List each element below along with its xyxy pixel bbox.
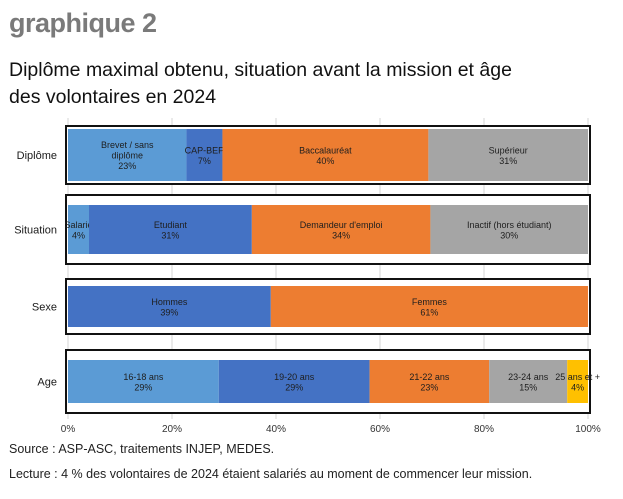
segment-label: Femmes: [412, 297, 448, 307]
segment-label: Demandeur d'emploi: [300, 220, 383, 230]
bar-segment: [222, 129, 429, 181]
data-label: 61%: [420, 307, 438, 317]
x-axis-ticks: 0% 20% 40% 60% 80% 100%: [61, 424, 601, 435]
segment-label: Hommes: [151, 297, 188, 307]
segment-label: 25 ans et +: [555, 372, 600, 382]
data-label: 34%: [332, 230, 350, 240]
data-label: 29%: [134, 382, 152, 392]
bar-segment: [68, 205, 90, 254]
segment-label: diplôme: [111, 151, 143, 161]
segment-label: Baccalauréat: [299, 145, 352, 155]
segment-label: CAP-BEP: [185, 145, 225, 155]
data-label: 30%: [500, 230, 518, 240]
data-label: 23%: [118, 161, 136, 171]
data-label: 39%: [160, 307, 178, 317]
x-tick-label: 40%: [266, 424, 286, 435]
graph-number: graphique 2: [9, 8, 157, 38]
segment-label: 19-20 ans: [274, 372, 315, 382]
data-label: 31%: [161, 230, 179, 240]
bar-segment: [68, 360, 219, 403]
x-tick-label: 100%: [575, 424, 601, 435]
data-label: 40%: [316, 156, 334, 166]
segment-label: 16-18 ans: [123, 372, 164, 382]
bar-segment: [489, 360, 568, 403]
category-label: Age: [37, 377, 57, 389]
category-label: Sexe: [32, 302, 57, 314]
bar-segment: [68, 129, 187, 181]
segment-label: 23-24 ans: [508, 372, 549, 382]
data-label: 4%: [571, 382, 584, 392]
chart-title-line-2: des volontaires en 2024: [9, 86, 217, 108]
x-tick-label: 60%: [370, 424, 390, 435]
segment-label: Brevet / sans: [101, 140, 154, 150]
bar-segment: [430, 205, 588, 254]
segment-label: Etudiant: [154, 220, 188, 230]
data-label: 29%: [285, 382, 303, 392]
bar-segment: [567, 360, 588, 403]
x-tick-label: 80%: [474, 424, 494, 435]
x-tick-label: 0%: [61, 424, 76, 435]
category-label: Diplôme: [17, 150, 57, 162]
segment-label: Salarié: [64, 220, 92, 230]
data-label: 4%: [72, 230, 85, 240]
segment-label: 21-22 ans: [409, 372, 450, 382]
bar-segment: [428, 129, 588, 181]
data-label: 23%: [420, 382, 438, 392]
chart-title-line-1: Diplôme maximal obtenu, situation avant …: [9, 59, 512, 81]
segment-label: Supérieur: [489, 145, 528, 155]
segment-label: Inactif (hors étudiant): [467, 220, 552, 230]
data-label: 15%: [519, 382, 537, 392]
bar-segment: [68, 286, 271, 327]
x-tick-label: 20%: [162, 424, 182, 435]
bar-segment: [270, 286, 588, 327]
data-label: 31%: [499, 156, 517, 166]
bar-segment: [251, 205, 431, 254]
source-note: Source : ASP-ASC, traitements INJEP, MED…: [9, 442, 275, 456]
bar-segment: [218, 360, 370, 403]
data-label: 7%: [198, 156, 211, 166]
lecture-note: Lecture : 4 % des volontaires de 2024 ét…: [9, 467, 533, 481]
bar-segment: [89, 205, 252, 254]
bar-segment: [186, 129, 223, 181]
bar-segment: [369, 360, 490, 403]
category-label: Situation: [14, 225, 57, 237]
